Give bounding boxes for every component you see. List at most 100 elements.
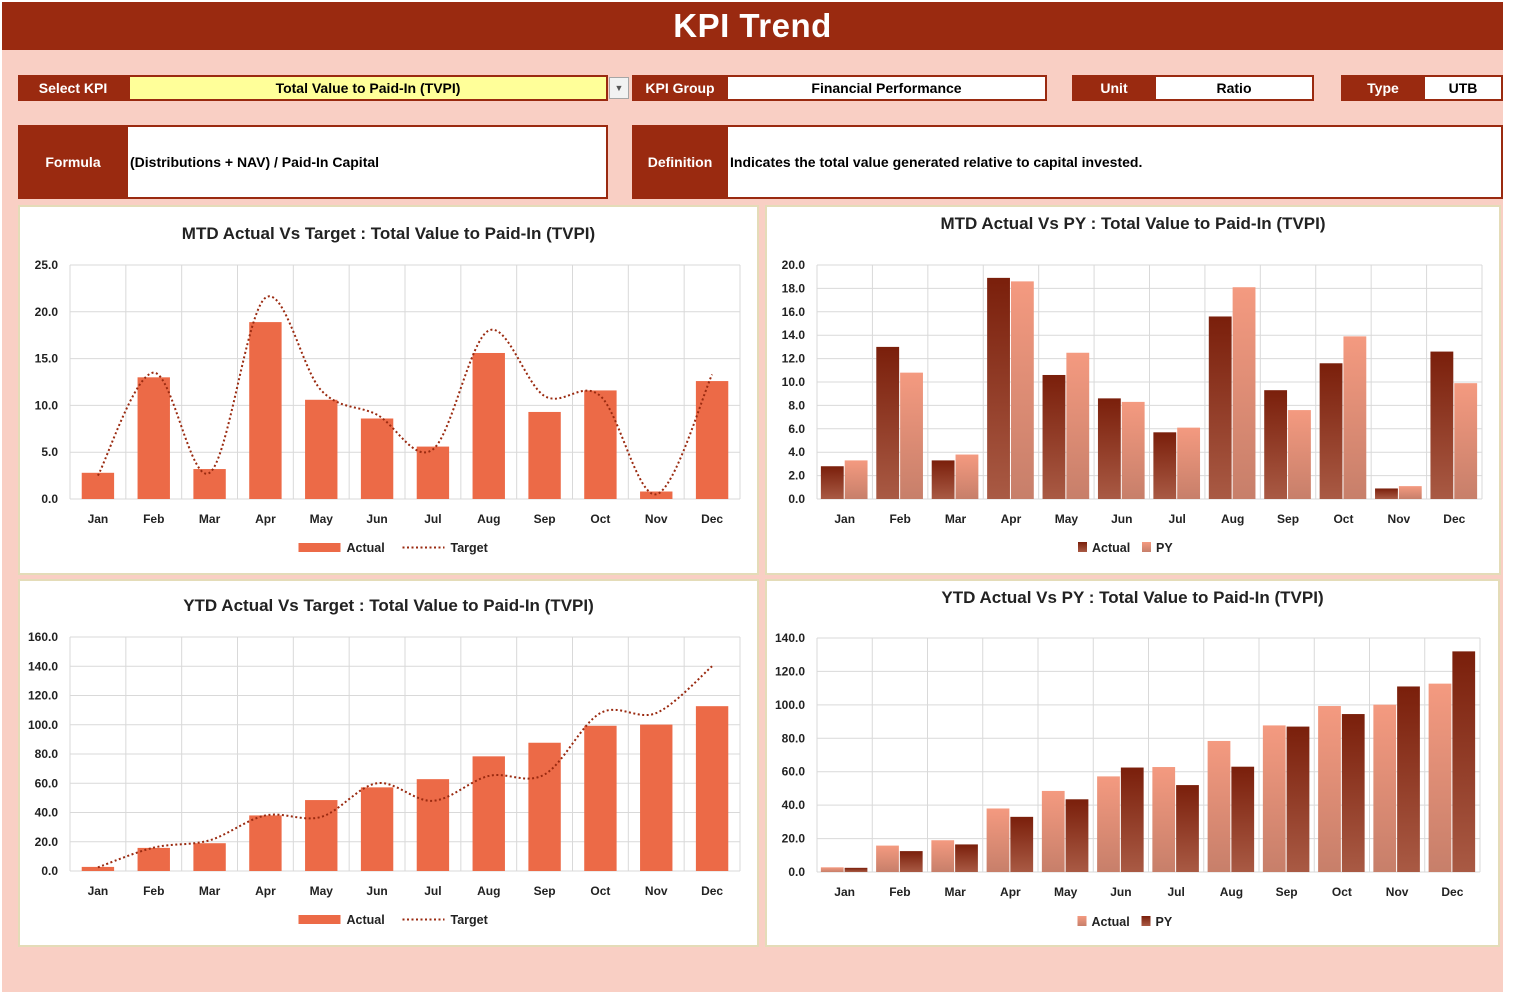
legend: Actual Target	[298, 913, 489, 927]
bar-actual-mar	[931, 460, 955, 499]
bar-actual-may	[305, 399, 338, 499]
x-tick-label: Aug	[477, 884, 500, 898]
y-tick-label: 60.0	[35, 776, 59, 790]
bar-py-feb	[899, 851, 923, 872]
y-tick-label: 16.0	[782, 305, 806, 319]
x-tick-label: Mar	[199, 512, 221, 526]
legend-label-actual: Actual	[1092, 915, 1130, 929]
legend-swatch-py	[1142, 542, 1151, 552]
unit-value: Ratio	[1154, 75, 1314, 101]
chart-title: YTD Actual Vs Target : Total Value to Pa…	[183, 596, 594, 615]
legend-swatch-actual	[1077, 916, 1087, 926]
bar-actual-jul	[1153, 432, 1177, 499]
y-tick-label: 80.0	[35, 747, 59, 761]
bar-py-oct	[1343, 336, 1367, 499]
legend-swatch-actual	[1078, 542, 1087, 552]
bar-py-dec	[1452, 651, 1476, 872]
x-tick-label: Feb	[889, 512, 910, 526]
bar-actual-sep	[528, 411, 561, 499]
select-kpi-dropdown[interactable]: Total Value to Paid-In (TVPI)	[128, 75, 608, 101]
y-tick-label: 2.0	[788, 469, 805, 483]
x-tick-label: Jul	[424, 884, 441, 898]
bar-actual-feb	[137, 847, 170, 871]
bar-actual-dec	[695, 381, 729, 499]
bar-actual-apr	[986, 808, 1010, 872]
y-tick-label: 160.0	[28, 630, 58, 644]
legend-swatch-actual	[298, 543, 341, 552]
chart-svg-ytd-target: YTD Actual Vs Target : Total Value to Pa…	[28, 596, 741, 927]
x-tick-label: Nov	[645, 884, 668, 898]
bar-actual-jun	[360, 418, 394, 499]
legend-swatch-py	[1141, 916, 1151, 926]
y-tick-label: 20.0	[782, 258, 806, 272]
bar-py-jul	[1176, 785, 1199, 872]
bar-actual-jun	[1097, 398, 1121, 499]
y-tick-label: 10.0	[35, 398, 59, 412]
chart-svg-mtd-target: MTD Actual Vs Target : Total Value to Pa…	[35, 224, 741, 555]
definition-label: Definition	[632, 125, 728, 199]
bar-actual-oct	[1319, 363, 1343, 499]
y-tick-label: 120.0	[28, 689, 58, 703]
bar-py-feb	[900, 372, 923, 499]
y-tick-label: 20.0	[35, 305, 59, 319]
bar-py-jun	[1121, 401, 1145, 499]
x-tick-label: May	[1054, 885, 1078, 899]
x-tick-label: Jul	[1167, 885, 1184, 899]
x-tick-label: Jun	[366, 884, 387, 898]
y-tick-label: 20.0	[782, 832, 806, 846]
y-tick-label: 14.0	[782, 328, 806, 342]
bar-actual-mar	[193, 843, 226, 871]
bar-actual-sep	[1262, 725, 1286, 872]
y-tick-label: 0.0	[788, 492, 805, 506]
x-tick-label: Aug	[477, 512, 500, 526]
bar-actual-may	[305, 800, 338, 871]
x-tick-label: Apr	[255, 884, 276, 898]
bar-actual-nov	[1375, 488, 1398, 499]
x-tick-label: Apr	[1001, 512, 1022, 526]
x-tick-label: Mar	[199, 884, 221, 898]
bar-actual-oct	[584, 725, 617, 871]
y-tick-label: 25.0	[35, 258, 59, 272]
y-tick-label: 140.0	[775, 631, 805, 645]
x-tick-label: Oct	[1332, 885, 1352, 899]
x-tick-label: Oct	[1333, 512, 1353, 526]
y-tick-label: 80.0	[782, 731, 806, 745]
chart-title: MTD Actual Vs Target : Total Value to Pa…	[182, 224, 595, 243]
y-tick-label: 120.0	[775, 664, 805, 678]
x-tick-label: Jun	[1110, 885, 1131, 899]
chart-panel-ytd-actual-vs-target: YTD Actual Vs Target : Total Value to Pa…	[18, 579, 759, 947]
bar-py-apr	[1010, 281, 1034, 499]
x-tick-label: Dec	[701, 884, 723, 898]
chart-title: YTD Actual Vs PY : Total Value to Paid-I…	[941, 588, 1323, 607]
bar-actual-feb	[137, 377, 170, 499]
chart-svg-ytd-py: YTD Actual Vs PY : Total Value to Paid-I…	[775, 588, 1481, 929]
y-tick-label: 18.0	[782, 281, 806, 295]
y-tick-label: 40.0	[782, 798, 806, 812]
x-tick-label: Sep	[534, 512, 556, 526]
y-tick-label: 4.0	[788, 445, 805, 459]
x-tick-label: Jul	[1169, 512, 1186, 526]
formula-value: (Distributions + NAV) / Paid-In Capital	[126, 125, 608, 199]
y-tick-label: 140.0	[28, 659, 58, 673]
bar-actual-jan	[820, 867, 844, 872]
bar-actual-apr	[249, 322, 282, 499]
legend-swatch-actual	[298, 915, 341, 924]
type-value: UTB	[1423, 75, 1503, 101]
x-tick-label: Aug	[1220, 885, 1243, 899]
bar-py-mar	[955, 454, 979, 499]
y-tick-label: 100.0	[775, 698, 805, 712]
dropdown-arrow-button[interactable]: ▼	[609, 77, 629, 99]
bar-py-nov	[1398, 486, 1422, 499]
x-tick-label: May	[310, 512, 334, 526]
x-tick-label: Jan	[88, 512, 109, 526]
x-tick-label: Oct	[590, 884, 610, 898]
legend-label-py: PY	[1156, 541, 1173, 555]
bar-py-oct	[1341, 714, 1365, 872]
bar-py-aug	[1231, 766, 1255, 872]
unit-label: Unit	[1072, 75, 1156, 101]
bar-actual-jun	[360, 787, 394, 871]
bar-actual-aug	[472, 352, 505, 499]
bar-actual-mar	[931, 840, 955, 872]
bar-actual-sep	[528, 742, 561, 871]
legend-label-py: PY	[1156, 915, 1173, 929]
